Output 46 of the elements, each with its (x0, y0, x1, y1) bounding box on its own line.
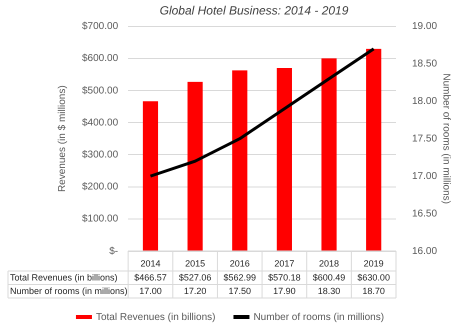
x-tick-label: 2016 (230, 258, 250, 268)
y2-axis-title: Number of rooms (in millions) (440, 73, 452, 204)
data-label: $630.00 (357, 272, 390, 283)
y-tick-label: $- (109, 246, 118, 257)
bar (142, 101, 158, 250)
x-tick-label: 2014 (140, 258, 160, 268)
y2-tick-label: 16.00 (412, 246, 438, 257)
y-tick-label: $500.00 (82, 85, 119, 96)
legend-label: Number of rooms (in millions) (253, 312, 384, 323)
text: Total Revenues (in billions) (10, 272, 118, 283)
x-tick-label: 2018 (319, 258, 340, 268)
bar (321, 58, 337, 250)
y2-tick-label: 17.00 (412, 170, 438, 182)
data-label: 17.20 (184, 286, 206, 296)
bar (188, 82, 203, 250)
y2-tick-label: 18.50 (412, 58, 438, 70)
data-label: $600.49 (312, 272, 346, 283)
data-label: $562.99 (223, 272, 256, 283)
bar (276, 68, 292, 250)
text: Number of rooms (in millions) (10, 286, 128, 296)
data-label: $570.18 (268, 272, 301, 283)
y-tick-label: $100.00 (82, 214, 119, 225)
x-tick-label: 2017 (274, 258, 294, 268)
x-tick-label: 2019 (364, 258, 384, 268)
bar (366, 48, 382, 250)
data-label: 17.00 (139, 286, 162, 296)
y-tick-label: $300.00 (82, 149, 119, 160)
bar (232, 70, 248, 250)
chart-title: Global Hotel Business: 2014 - 2019 (160, 4, 349, 18)
y-tick-label: $400.00 (82, 117, 119, 128)
y-tick-label: $600.00 (82, 53, 119, 64)
data-label: $466.57 (134, 272, 167, 283)
data-label: 17.90 (273, 286, 296, 296)
y2-tick-label: 18.00 (412, 96, 438, 108)
data-label: 18.30 (318, 286, 340, 296)
y2-tick-label: 16.50 (412, 208, 438, 220)
data-label: 18.70 (362, 286, 385, 296)
y-tick-label: $700.00 (82, 21, 119, 32)
legend-label: Total Revenues (in billions) (96, 312, 216, 323)
data-label: 17.50 (228, 286, 252, 296)
x-tick-label: 2015 (185, 258, 206, 268)
y-axis-title: Revenues (in $ millions) (56, 85, 68, 192)
y2-tick-label: 19.00 (412, 21, 438, 32)
y-tick-label: $200.00 (82, 182, 119, 193)
data-label: $527.06 (178, 272, 212, 283)
y2-tick-label: 17.50 (412, 133, 438, 144)
